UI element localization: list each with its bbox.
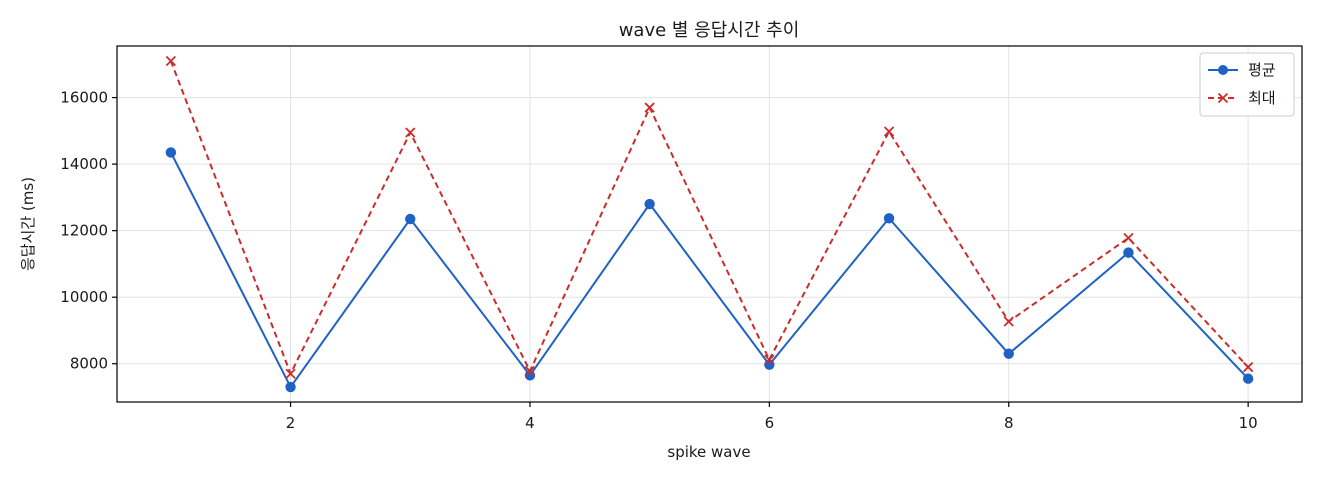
data-point xyxy=(1003,348,1014,359)
x-axis-ticks: 2 4 6 8 10 xyxy=(286,402,1258,432)
data-point xyxy=(285,368,296,379)
data-point xyxy=(165,147,177,158)
x-tick-label: 6 xyxy=(765,414,775,432)
y-tick-label: 14000 xyxy=(60,155,108,173)
x-tick-label: 4 xyxy=(525,414,535,432)
data-point xyxy=(883,126,895,137)
data-point xyxy=(1123,247,1134,258)
data-point xyxy=(524,365,536,377)
series-lines xyxy=(165,55,1254,393)
y-tick-label: 8000 xyxy=(70,355,108,373)
series-line-max xyxy=(169,60,1249,375)
data-point xyxy=(883,213,895,224)
x-tick-label: 10 xyxy=(1239,414,1258,432)
x-axis-label: spike wave xyxy=(667,443,750,461)
y-tick-label: 12000 xyxy=(60,222,108,240)
data-point xyxy=(1242,373,1254,384)
data-point xyxy=(285,381,296,393)
legend-label-max: 최대 xyxy=(1248,89,1276,107)
series-line-mean xyxy=(170,152,1249,388)
data-point xyxy=(405,213,416,225)
legend: 평균 최대 xyxy=(1199,52,1295,117)
data-point xyxy=(165,55,177,67)
x-tick-label: 2 xyxy=(286,414,296,432)
x-tick-label: 8 xyxy=(1004,414,1014,432)
legend-label-mean: 평균 xyxy=(1248,61,1276,79)
y-tick-label: 10000 xyxy=(60,288,108,306)
y-axis-label: 응답시간 (ms) xyxy=(19,177,37,271)
legend-marker-mean xyxy=(1218,65,1228,75)
data-point xyxy=(1003,316,1014,327)
data-point xyxy=(644,102,655,113)
legend-box xyxy=(1199,52,1295,117)
y-axis-ticks: 8000 10000 12000 14000 16000 xyxy=(60,89,117,373)
data-point xyxy=(1243,361,1254,373)
data-point xyxy=(1123,232,1134,244)
grid xyxy=(117,46,1302,402)
chart-title: wave 별 응답시간 추이 xyxy=(619,20,800,41)
data-point xyxy=(764,359,775,370)
data-point xyxy=(644,198,655,210)
y-tick-label: 16000 xyxy=(60,89,108,107)
plot-frame xyxy=(116,45,1303,403)
data-point xyxy=(405,127,416,138)
data-point xyxy=(764,354,775,365)
legend-marker-max xyxy=(1217,92,1229,104)
